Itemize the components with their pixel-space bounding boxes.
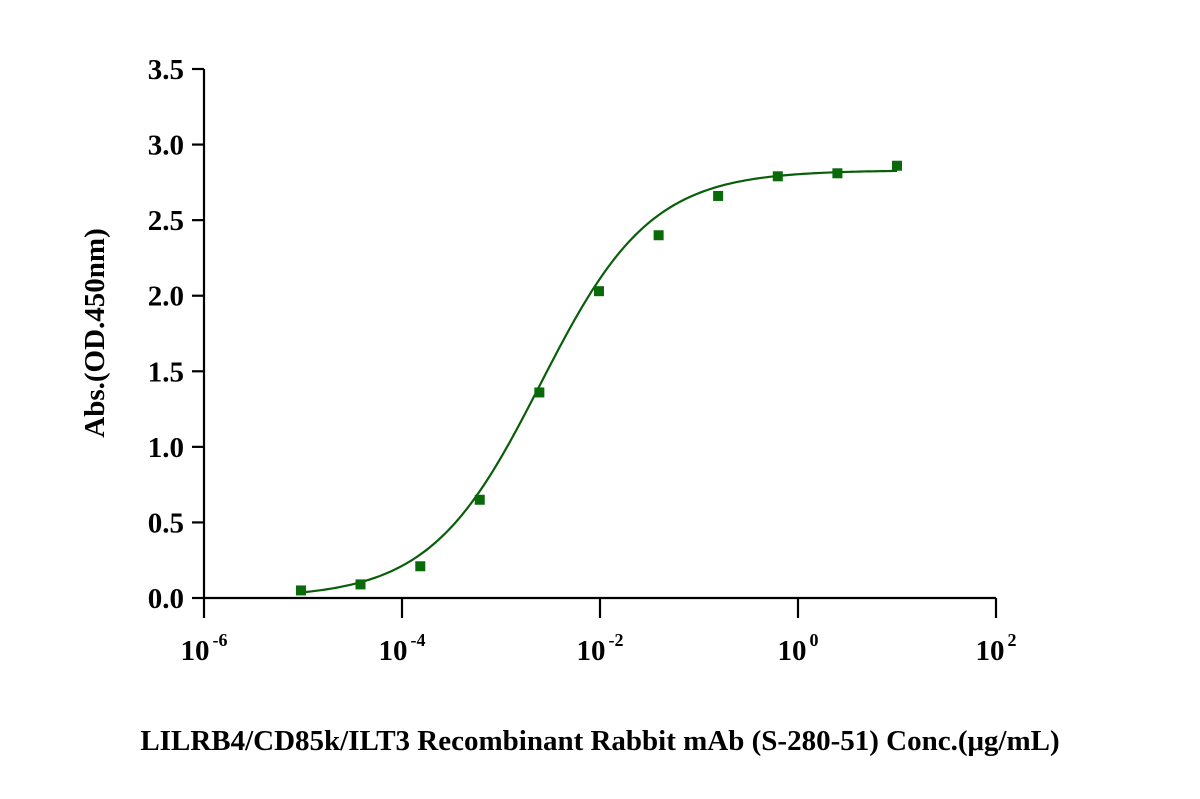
y-tick-label: 0.0: [148, 583, 184, 615]
x-tick-label: 10 2: [976, 630, 1017, 667]
data-point: [593, 286, 604, 297]
data-point: [295, 585, 306, 596]
y-tick-label: 1.5: [148, 356, 184, 388]
data-point: [653, 230, 664, 241]
y-axis: 0.0 0.5 1.0 1.5 2.0 2.5 3.0 3.5: [148, 54, 206, 615]
y-tick-label: 1.0: [148, 432, 184, 464]
x-axis-title: LILRB4/CD85k/ILT3 Recombinant Rabbit mAb…: [140, 725, 1059, 757]
y-tick-label: 0.5: [148, 507, 184, 539]
y-tick-label: 2.5: [148, 205, 184, 237]
x-tick-label: 10 0: [778, 630, 819, 667]
data-point: [534, 387, 545, 398]
y-tick-label: 3.0: [148, 130, 184, 162]
data-point: [832, 168, 843, 179]
data-point: [713, 190, 724, 201]
y-axis-title: Abs.(OD.450nm): [79, 228, 111, 437]
x-tick-label: 10 -6: [181, 630, 228, 667]
fit-curve: [300, 169, 898, 594]
x-tick-label: 10 -2: [577, 630, 624, 667]
data-point: [355, 579, 366, 590]
x-tick-label: 10 -4: [379, 630, 426, 667]
x-axis: 10 -6 10 -4 10 -2 10 0 10 2: [181, 596, 1017, 667]
data-point: [772, 171, 783, 182]
y-tick-label: 2.0: [148, 281, 184, 313]
y-tick-label: 3.5: [148, 54, 184, 86]
data-points: [295, 160, 902, 596]
data-point: [892, 160, 902, 171]
data-point: [415, 561, 426, 572]
data-point: [474, 494, 485, 505]
